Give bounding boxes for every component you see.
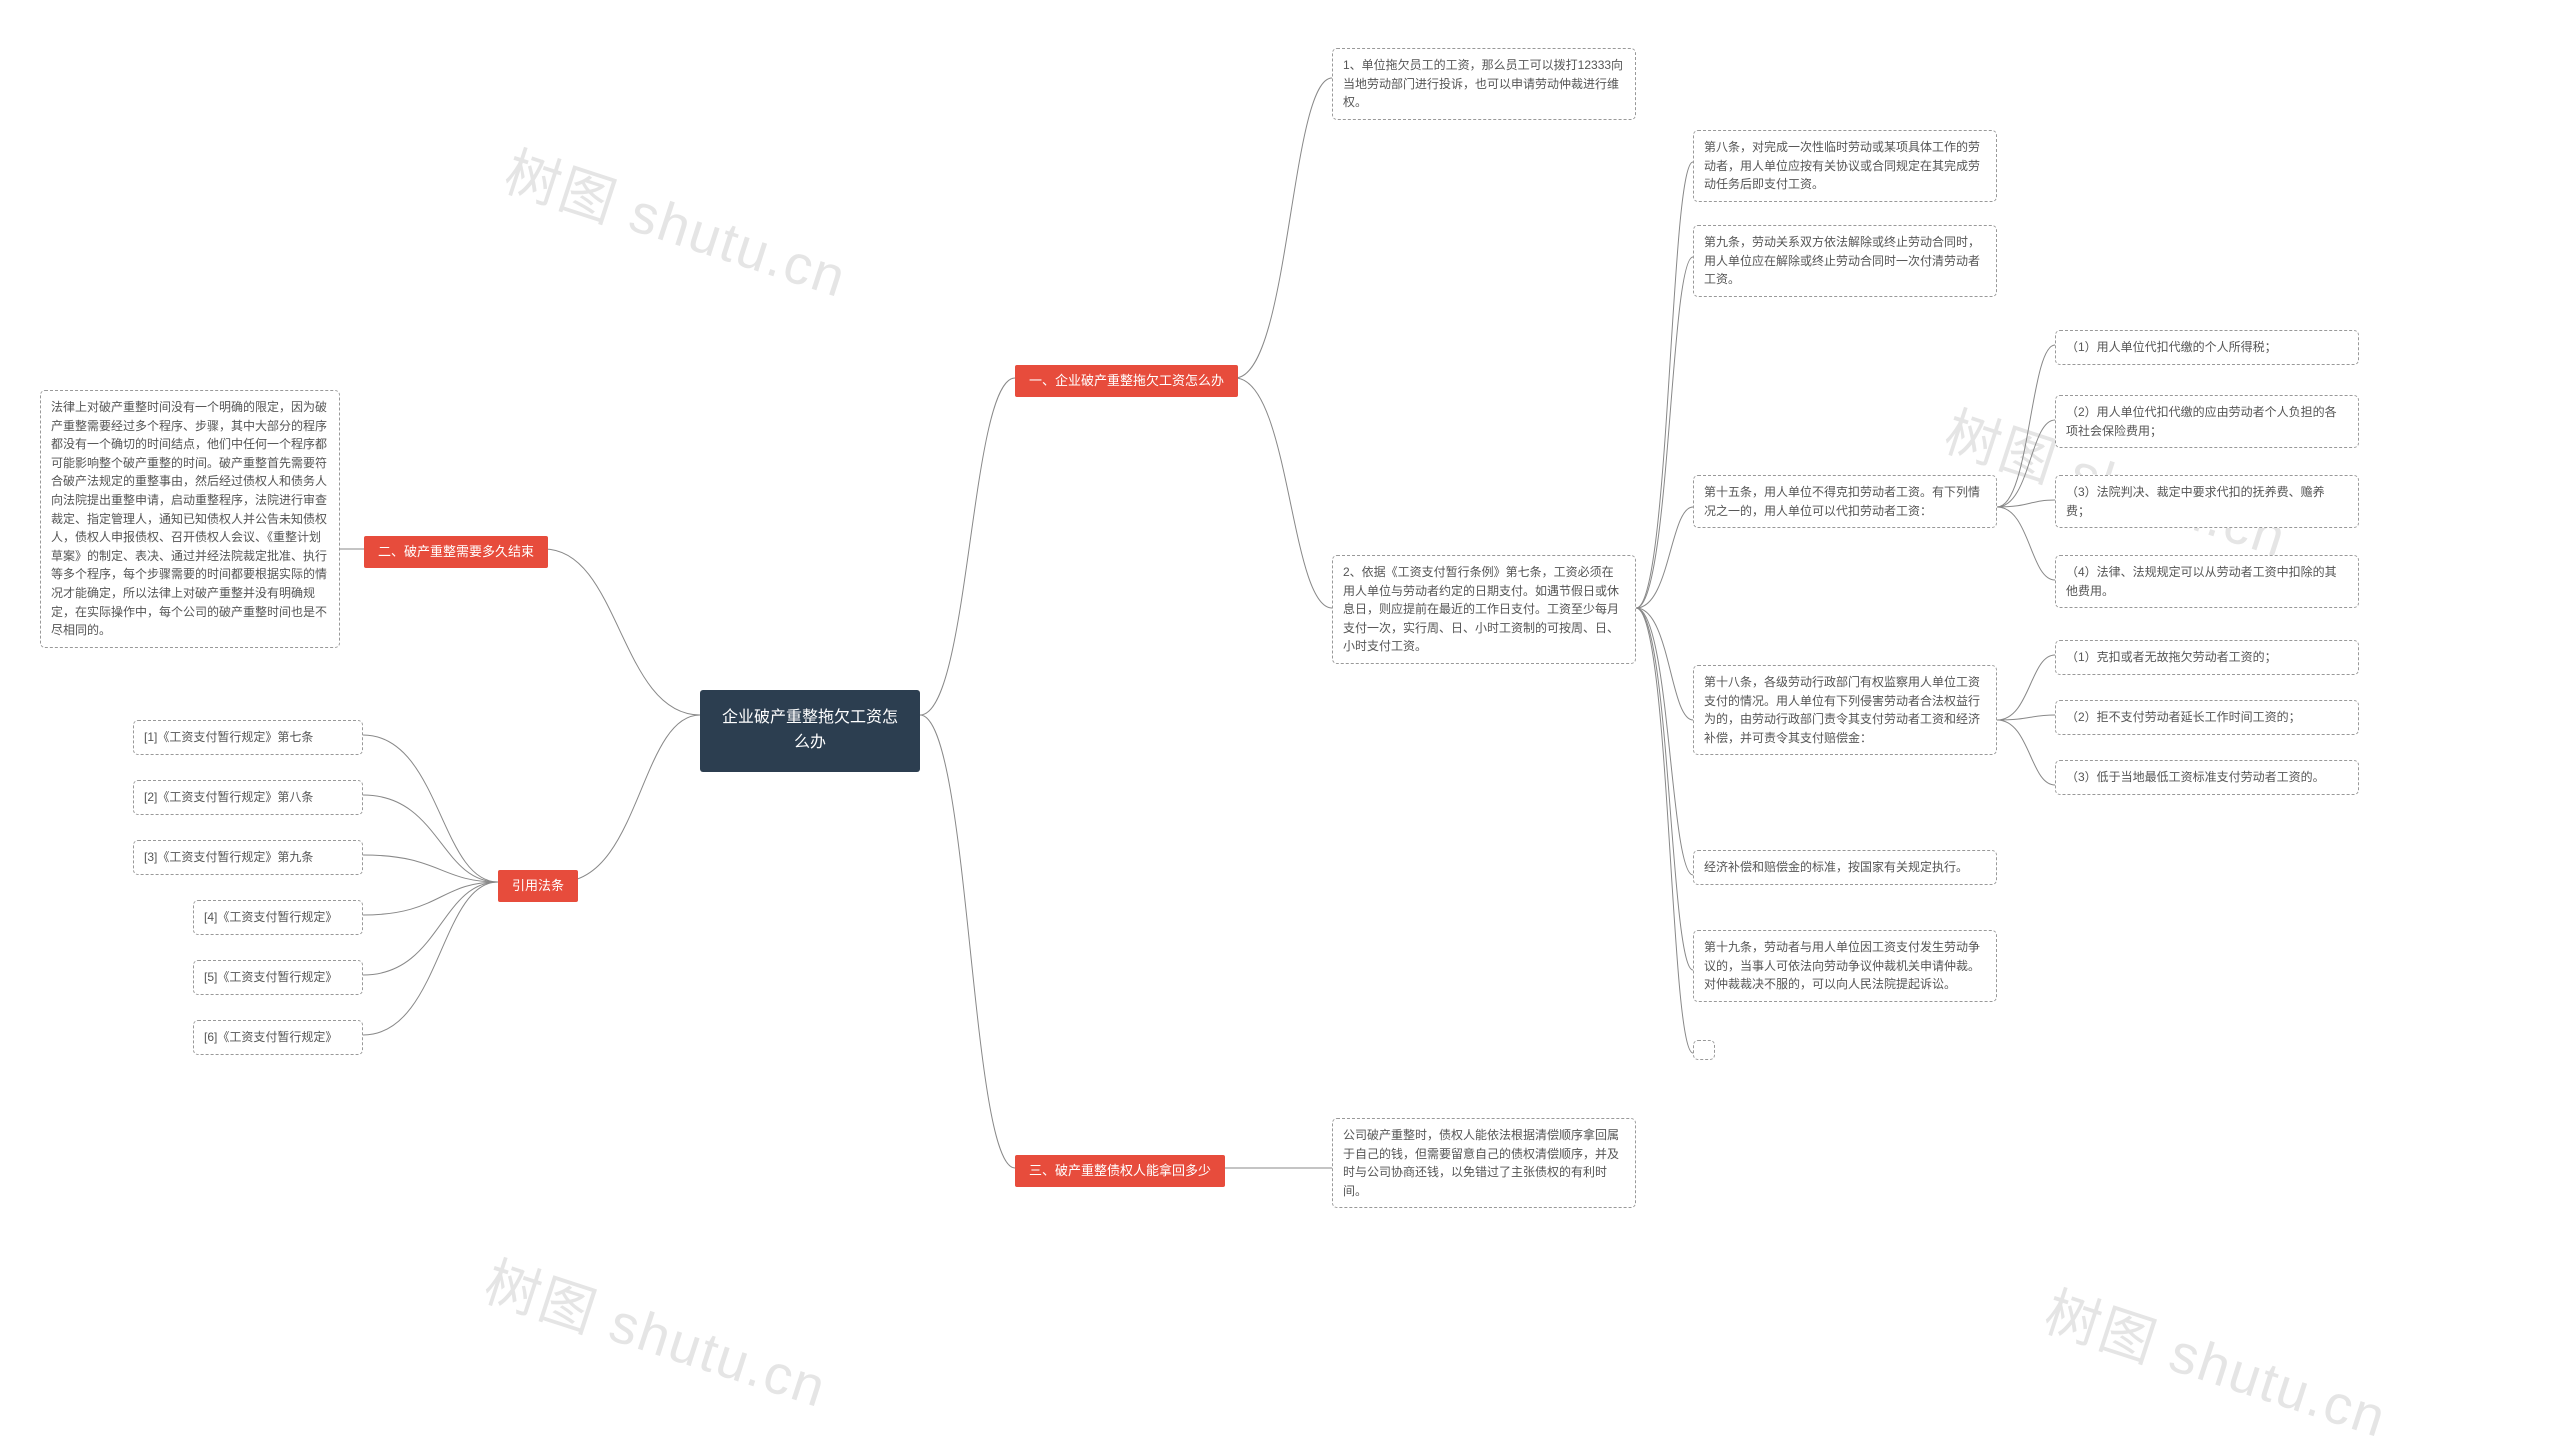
leaf: （4）法律、法规规定可以从劳动者工资中扣除的其他费用。 — [2055, 555, 2359, 608]
leaf — [1693, 1040, 1715, 1060]
leaf: 1、单位拖欠员工的工资，那么员工可以拨打12333向当地劳动部门进行投诉，也可以… — [1332, 48, 1636, 120]
leaf: [2]《工资支付暂行规定》第八条 — [133, 780, 363, 815]
mindmap-root: 企业破产重整拖欠工资怎 么办 — [700, 690, 920, 772]
leaf: （2）用人单位代扣代缴的应由劳动者个人负担的各项社会保险费用； — [2055, 395, 2359, 448]
watermark: 树图 shutu.cn — [2036, 1267, 2399, 1453]
leaf: [1]《工资支付暂行规定》第七条 — [133, 720, 363, 755]
leaf: 法律上对破产重整时间没有一个明确的限定，因为破产重整需要经过多个程序、步骤，其中… — [40, 390, 340, 648]
leaf: [3]《工资支付暂行规定》第九条 — [133, 840, 363, 875]
leaf: 第十九条，劳动者与用人单位因工资支付发生劳动争议的，当事人可依法向劳动争议仲裁机… — [1693, 930, 1997, 1002]
leaf: 经济补偿和赔偿金的标准，按国家有关规定执行。 — [1693, 850, 1997, 885]
leaf: 第十八条，各级劳动行政部门有权监察用人单位工资支付的情况。用人单位有下列侵害劳动… — [1693, 665, 1997, 755]
watermark: 树图 shutu.cn — [476, 1237, 839, 1423]
watermark: 树图 shutu.cn — [496, 127, 859, 313]
leaf: （3）低于当地最低工资标准支付劳动者工资的。 — [2055, 760, 2359, 795]
branch-4: 三、破产重整债权人能拿回多少 — [1015, 1155, 1225, 1187]
leaf: （1）用人单位代扣代缴的个人所得税； — [2055, 330, 2359, 365]
leaf: [5]《工资支付暂行规定》 — [193, 960, 363, 995]
leaf: 第八条，对完成一次性临时劳动或某项具体工作的劳动者，用人单位应按有关协议或合同规… — [1693, 130, 1997, 202]
leaf: （3）法院判决、裁定中要求代扣的抚养费、赡养费； — [2055, 475, 2359, 528]
leaf: 2、依据《工资支付暂行条例》第七条，工资必须在用人单位与劳动者约定的日期支付。如… — [1332, 555, 1636, 664]
leaf: 第十五条，用人单位不得克扣劳动者工资。有下列情况之一的，用人单位可以代扣劳动者工… — [1693, 475, 1997, 528]
branch-2: 二、破产重整需要多久结束 — [364, 536, 548, 568]
leaf: （2）拒不支付劳动者延长工作时间工资的； — [2055, 700, 2359, 735]
leaf: 第九条，劳动关系双方依法解除或终止劳动合同时，用人单位应在解除或终止劳动合同时一… — [1693, 225, 1997, 297]
leaf: （1）克扣或者无故拖欠劳动者工资的； — [2055, 640, 2359, 675]
branch-3: 引用法条 — [498, 870, 578, 902]
leaf: [4]《工资支付暂行规定》 — [193, 900, 363, 935]
branch-1: 一、企业破产重整拖欠工资怎么办 — [1015, 365, 1238, 397]
leaf: 公司破产重整时，债权人能依法根据清偿顺序拿回属于自己的钱，但需要留意自己的债权清… — [1332, 1118, 1636, 1208]
leaf: [6]《工资支付暂行规定》 — [193, 1020, 363, 1055]
